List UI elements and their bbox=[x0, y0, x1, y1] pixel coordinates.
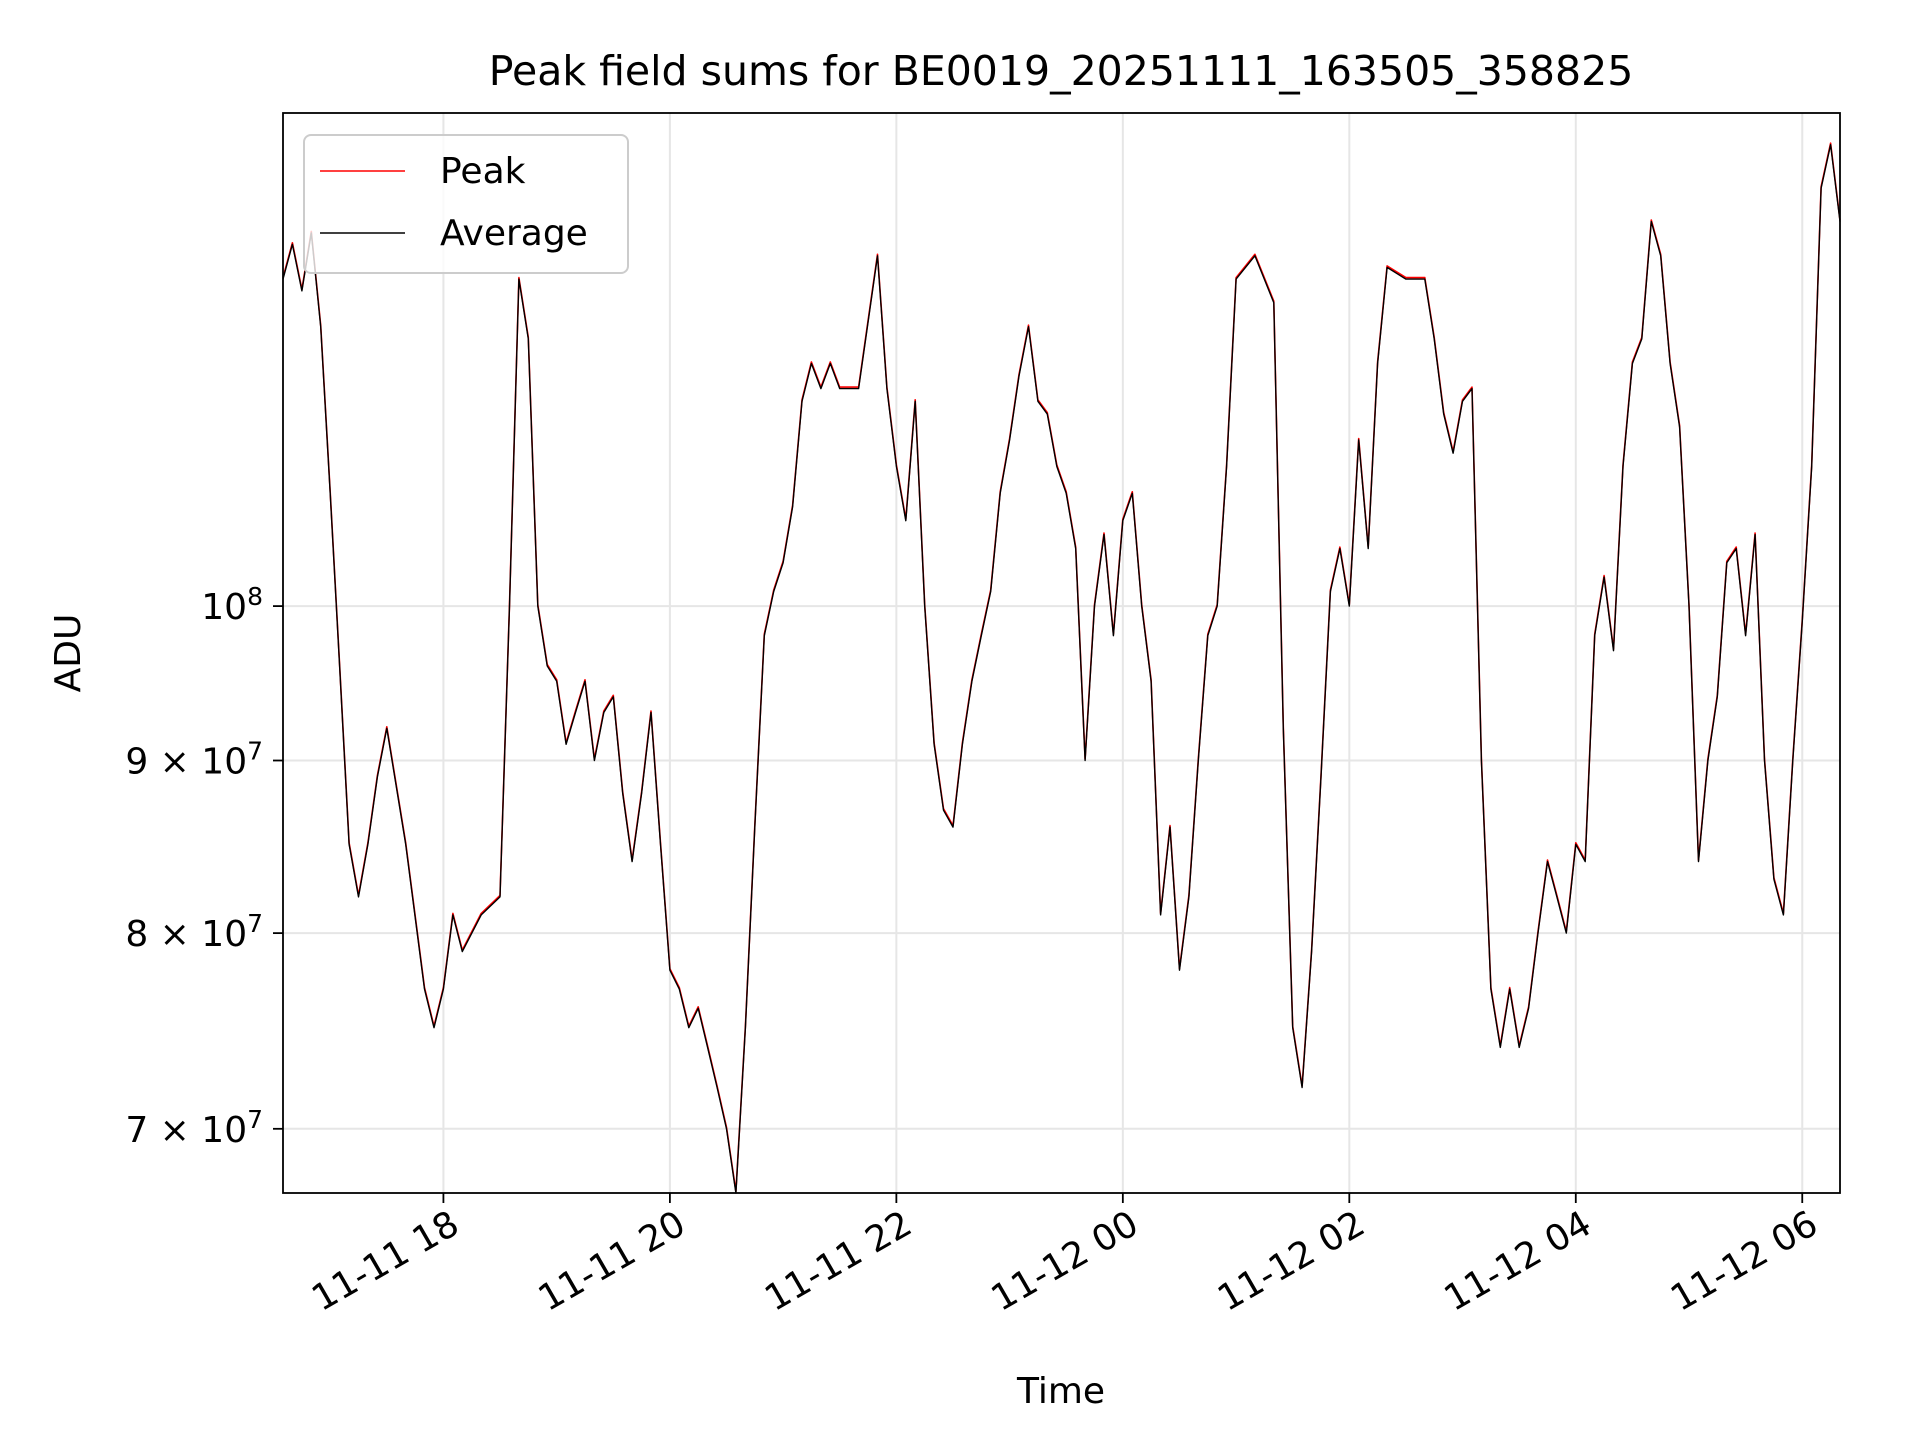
y-tick-label: 9 × 107 bbox=[125, 737, 263, 783]
x-axis-label: Time bbox=[1016, 1371, 1105, 1412]
y-axis-label: ADU bbox=[48, 614, 89, 693]
legend-label-peak: Peak bbox=[440, 151, 526, 192]
y-tick-label: 8 × 107 bbox=[125, 909, 263, 955]
y-tick-label: 7 × 107 bbox=[125, 1105, 263, 1151]
legend: Peak Average bbox=[303, 134, 629, 274]
legend-label-average: Average bbox=[440, 213, 588, 254]
plot-lines bbox=[282, 142, 1841, 1194]
y-tick-label: 108 bbox=[201, 582, 263, 628]
series-line-average bbox=[282, 144, 1841, 1194]
plot-frame bbox=[282, 112, 1841, 1194]
y-axis-ticks: 7 × 107 8 × 107 9 × 107 108 bbox=[125, 582, 283, 1151]
chart-title: Peak field sums for BE0019_20251111_1635… bbox=[489, 47, 1634, 95]
grid-lines bbox=[283, 113, 1840, 1193]
legend-box bbox=[303, 134, 629, 274]
